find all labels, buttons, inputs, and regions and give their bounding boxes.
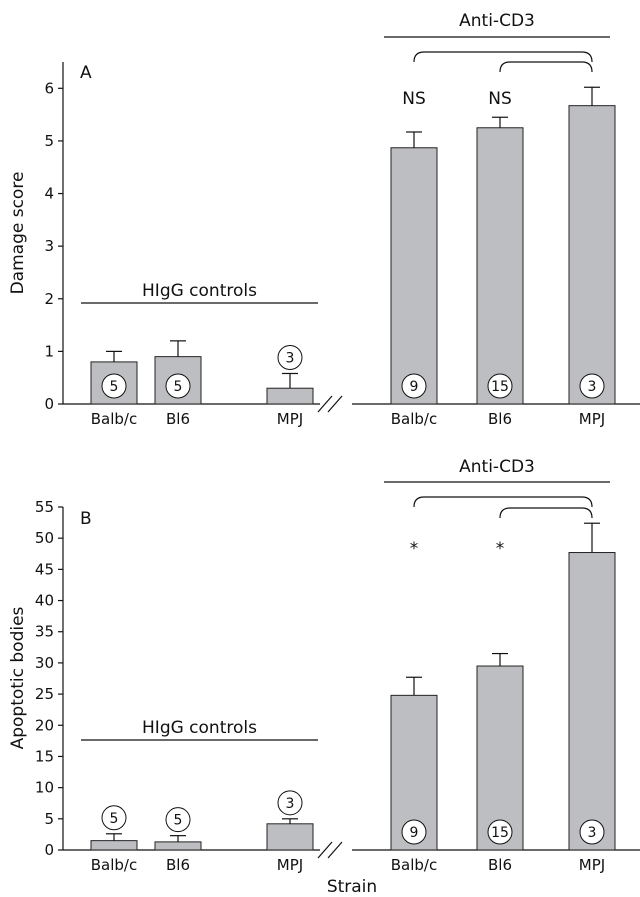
sample-size-circle bbox=[101, 805, 127, 831]
y-tick-label: 10 bbox=[35, 779, 54, 797]
sample-size-circle bbox=[165, 807, 191, 833]
y-tick-label: 35 bbox=[35, 623, 54, 641]
sample-size-label: 9 bbox=[410, 379, 419, 395]
panel-label: B bbox=[80, 509, 92, 529]
sample-size-circle bbox=[487, 819, 513, 845]
significance-label: * bbox=[496, 539, 505, 559]
bar bbox=[568, 105, 616, 405]
y-tick-label: 3 bbox=[44, 237, 54, 255]
sample-size-circle bbox=[579, 819, 605, 845]
sample-size-label: 5 bbox=[174, 379, 183, 395]
axis-break-mark bbox=[327, 395, 343, 413]
y-tick-label: 20 bbox=[35, 716, 54, 734]
comparison-bracket bbox=[413, 496, 593, 508]
y-tick-label: 30 bbox=[35, 654, 54, 672]
group-label: HIgG controls bbox=[142, 718, 257, 738]
sample-size-label: 15 bbox=[491, 825, 509, 841]
y-tick-label: 50 bbox=[35, 529, 54, 547]
category-label: MPJ bbox=[579, 856, 605, 874]
category-label: Bl6 bbox=[488, 410, 512, 428]
category-label: Bl6 bbox=[166, 856, 190, 874]
sample-size-circle bbox=[401, 819, 427, 845]
axis-break-mark bbox=[327, 841, 343, 859]
y-tick-label: 6 bbox=[44, 79, 54, 97]
sample-size-label: 15 bbox=[491, 379, 509, 395]
y-tick-label: 1 bbox=[44, 342, 54, 360]
y-tick-label: 40 bbox=[35, 592, 54, 610]
axis-break-mark bbox=[317, 841, 333, 859]
y-tick-label: 0 bbox=[44, 841, 54, 859]
category-label: Balb/c bbox=[391, 856, 437, 874]
sample-size-circle bbox=[579, 373, 605, 399]
sample-size-label: 3 bbox=[286, 350, 295, 366]
sample-size-label: 9 bbox=[410, 825, 419, 841]
y-tick-label: 15 bbox=[35, 747, 54, 765]
y-tick-label: 5 bbox=[44, 132, 54, 150]
sample-size-circle bbox=[277, 790, 303, 816]
sample-size-circle bbox=[277, 344, 303, 370]
bar bbox=[266, 387, 314, 405]
bar bbox=[476, 665, 524, 851]
comparison-bracket bbox=[499, 507, 593, 519]
category-label: Balb/c bbox=[91, 856, 137, 874]
bar bbox=[90, 840, 138, 851]
sample-size-label: 5 bbox=[110, 811, 119, 827]
group-label: Anti-CD3 bbox=[459, 457, 535, 477]
sample-size-label: 3 bbox=[286, 796, 295, 812]
y-axis-label: Apoptotic bodies bbox=[8, 606, 28, 749]
sample-size-label: 3 bbox=[588, 825, 597, 841]
category-label: Balb/c bbox=[391, 410, 437, 428]
y-tick-label: 0 bbox=[44, 395, 54, 413]
bar bbox=[568, 552, 616, 851]
sample-size-label: 3 bbox=[588, 379, 597, 395]
axis-break-mark bbox=[317, 395, 333, 413]
category-label: Bl6 bbox=[488, 856, 512, 874]
sample-size-circle bbox=[101, 373, 127, 399]
category-label: MPJ bbox=[579, 410, 605, 428]
category-label: Bl6 bbox=[166, 410, 190, 428]
group-label: HIgG controls bbox=[142, 281, 257, 301]
comparison-bracket bbox=[413, 51, 593, 63]
bar bbox=[476, 127, 524, 405]
comparison-bracket bbox=[499, 61, 593, 73]
y-tick-label: 2 bbox=[44, 290, 54, 308]
y-tick-label: 4 bbox=[44, 185, 54, 203]
sample-size-circle bbox=[401, 373, 427, 399]
y-tick-label: 25 bbox=[35, 685, 54, 703]
y-axis-label: Damage score bbox=[8, 172, 28, 295]
bar bbox=[154, 841, 202, 851]
y-tick-label: 55 bbox=[35, 498, 54, 516]
bar bbox=[390, 147, 438, 405]
category-label: MPJ bbox=[277, 856, 303, 874]
panel-label: A bbox=[80, 63, 92, 83]
sample-size-label: 5 bbox=[110, 379, 119, 395]
significance-label: NS bbox=[402, 89, 426, 109]
y-tick-label: 45 bbox=[35, 560, 54, 578]
sample-size-circle bbox=[487, 373, 513, 399]
significance-label: * bbox=[410, 539, 419, 559]
y-tick-label: 5 bbox=[44, 810, 54, 828]
significance-label: NS bbox=[488, 89, 512, 109]
category-label: MPJ bbox=[277, 410, 303, 428]
group-label: Anti-CD3 bbox=[459, 11, 535, 31]
bar bbox=[266, 823, 314, 851]
sample-size-label: 5 bbox=[174, 813, 183, 829]
sample-size-circle bbox=[165, 373, 191, 399]
category-label: Balb/c bbox=[91, 410, 137, 428]
x-axis-label: Strain bbox=[327, 877, 377, 897]
